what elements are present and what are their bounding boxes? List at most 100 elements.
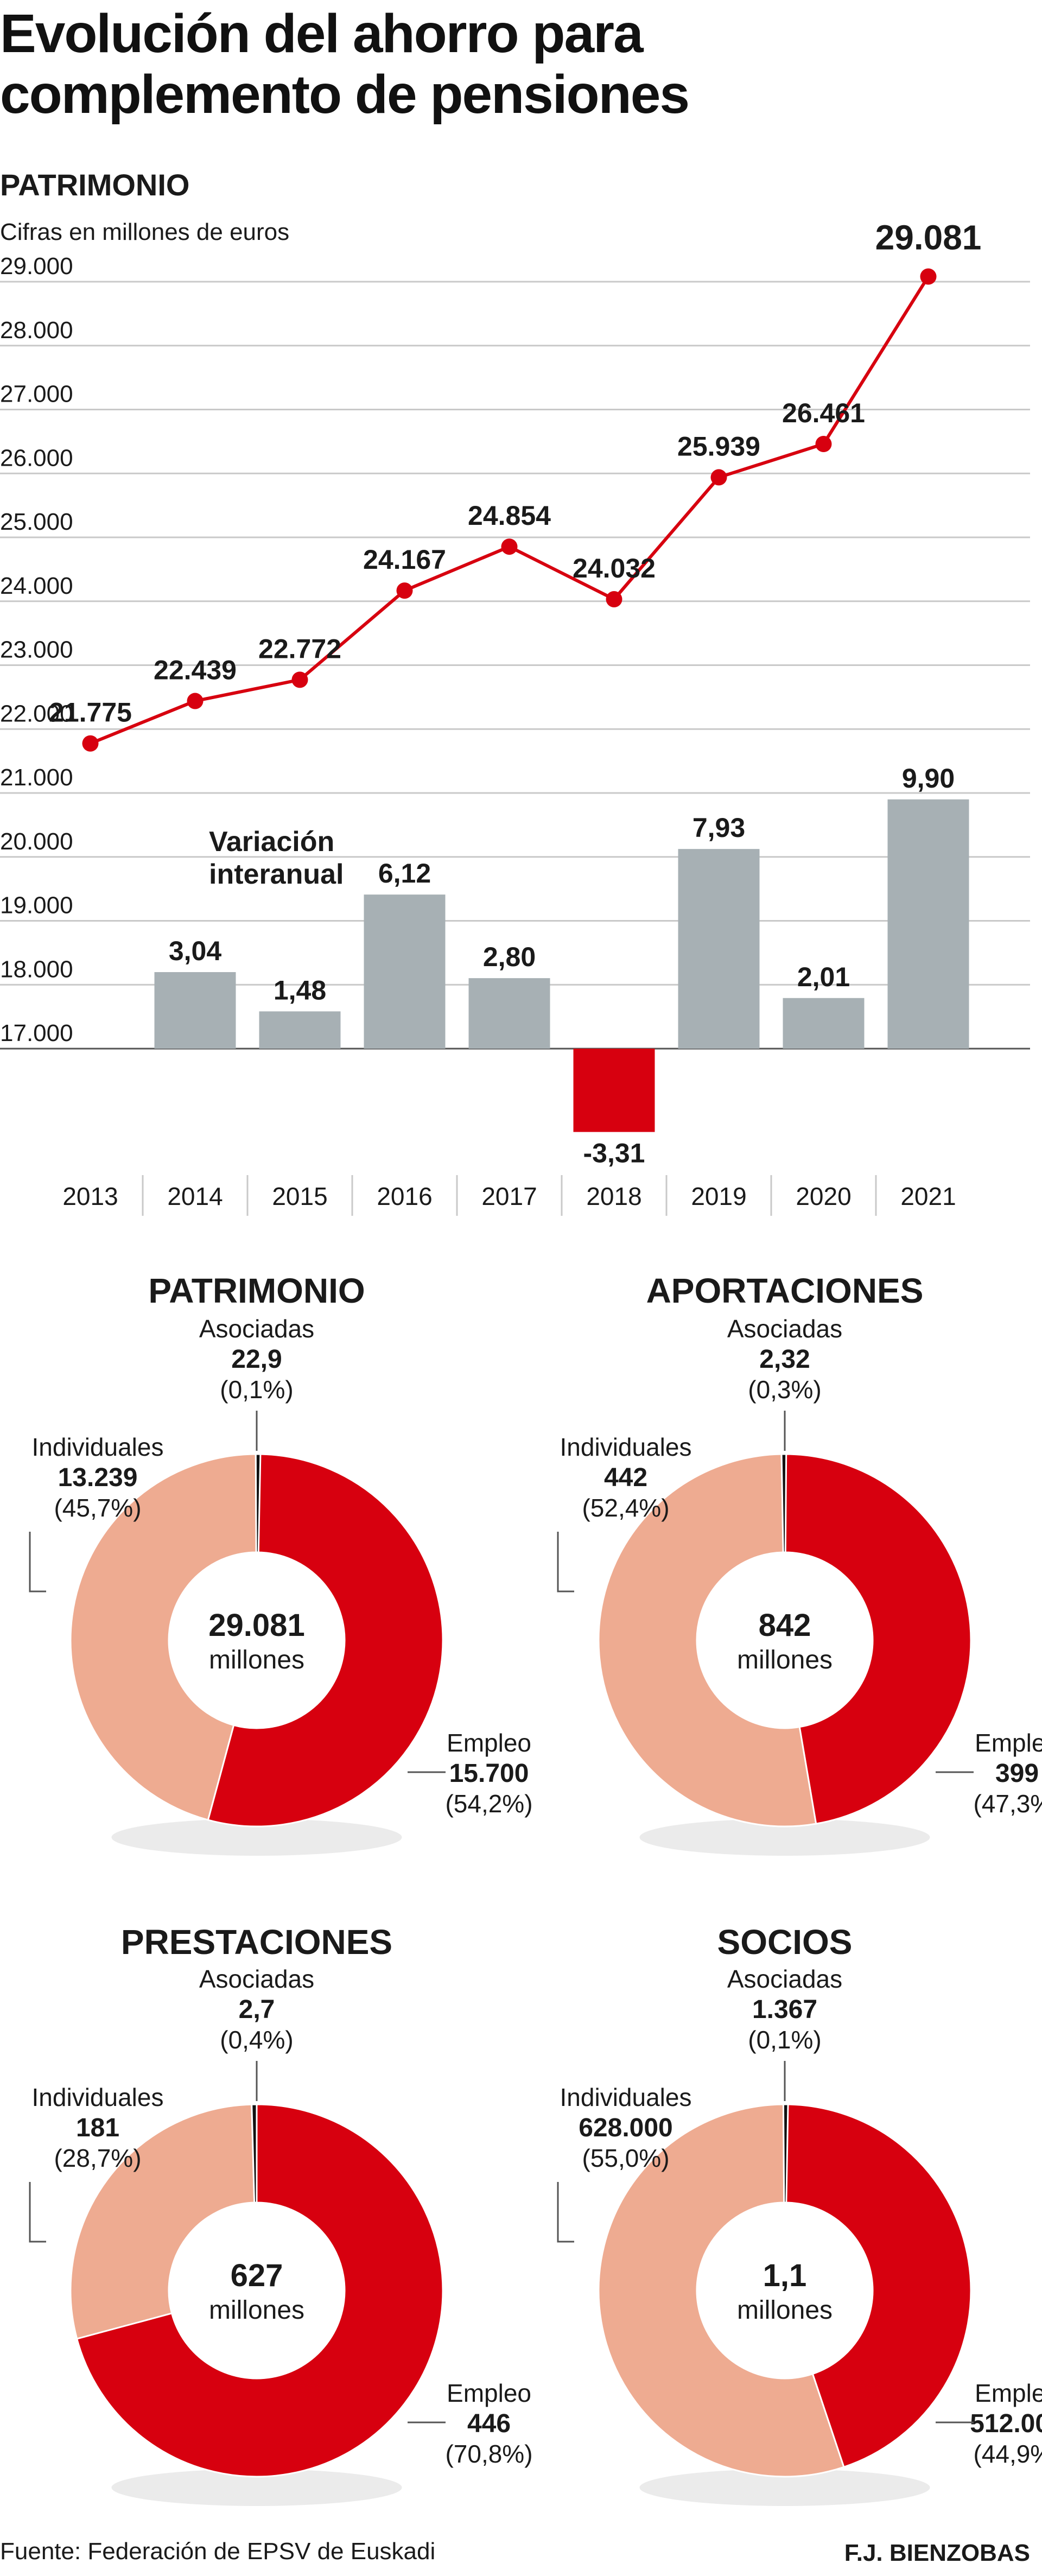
patrimonio-individuales-leader — [29, 1532, 46, 1592]
variation-label-2016: 6,12 — [378, 858, 431, 889]
patrimonio-individuales-name: Individuales — [32, 1433, 164, 1461]
point-label-2016: 24.167 — [363, 544, 446, 575]
x-tick-label: 2015 — [272, 1182, 327, 1210]
point-2014 — [187, 693, 204, 709]
aportaciones-center-value: 842 — [759, 1608, 811, 1643]
variation-bar-2020 — [783, 998, 865, 1049]
y-tick-label: 18.000 — [0, 956, 73, 982]
patrimonio-empleo-percent: (54,2%) — [445, 1790, 532, 1818]
socios-empleo-percent: (44,9%) — [973, 2440, 1042, 2468]
variation-label-2019: 7,93 — [692, 813, 745, 843]
patrimonio-empleo-name: Empleo — [447, 1729, 531, 1757]
socios-empleo-name: Empleo — [975, 2379, 1042, 2407]
aportaciones-individuales-leader — [557, 1532, 574, 1592]
aportaciones-slice-asociadas — [780, 1453, 787, 1553]
patrimonio-slice-individuales — [69, 1453, 257, 1821]
y-tick-label: 26.000 — [0, 445, 73, 471]
title-line-2: complemento de pensiones — [0, 64, 690, 125]
socios-empleo-value: 512.000 — [970, 2409, 1042, 2438]
patrimonio-individuales-value: 13.239 — [58, 1463, 138, 1492]
aportaciones-asociadas-name: Asociadas — [727, 1315, 842, 1343]
y-tick-label: 27.000 — [0, 381, 73, 408]
aportaciones-center-unit: millones — [737, 1646, 833, 1674]
aportaciones-donut-shadow — [639, 1819, 930, 1856]
prestaciones-donut-shadow — [111, 2469, 402, 2506]
prestaciones-asociadas-name: Asociadas — [199, 1965, 314, 1993]
y-tick-label: 19.000 — [0, 892, 73, 919]
variacion-title-line-1: Variación — [209, 826, 334, 858]
variation-label-2017: 2,80 — [483, 942, 536, 972]
point-label-2015: 22.772 — [258, 633, 341, 664]
prestaciones-individuales-name: Individuales — [32, 2083, 164, 2111]
point-label-2020: 26.461 — [782, 398, 865, 428]
point-2021 — [920, 268, 937, 285]
variation-bar-2018 — [573, 1049, 655, 1132]
variation-label-2015: 1,48 — [274, 975, 326, 1005]
point-2018 — [606, 591, 622, 607]
aportaciones-individuales-value: 442 — [604, 1463, 647, 1492]
aportaciones-slice-empleo — [784, 1453, 972, 1825]
socios-asociadas-percent: (0,1%) — [748, 2026, 821, 2054]
y-tick-label: 21.000 — [0, 764, 73, 791]
point-label-2017: 24.854 — [468, 500, 551, 531]
prestaciones-asociadas-percent: (0,4%) — [220, 2026, 293, 2054]
y-tick-label: 17.000 — [0, 1020, 73, 1046]
socios-slice-individuales — [598, 2103, 845, 2478]
socios-asociadas-value: 1.367 — [752, 1995, 817, 2024]
variation-label-2014: 3,04 — [169, 936, 222, 966]
point-label-2021: 29.081 — [875, 218, 982, 257]
aportaciones-empleo-name: Empleo — [975, 1729, 1042, 1757]
patrimonio-donut-title: PATRIMONIO — [148, 1271, 365, 1310]
x-tick-label: 2019 — [691, 1182, 746, 1210]
variation-label-2018: -3,31 — [583, 1138, 645, 1169]
point-label-2019: 25.939 — [677, 431, 760, 461]
prestaciones-asociadas-value: 2,7 — [239, 1995, 275, 2024]
socios-individuales-percent: (55,0%) — [582, 2144, 669, 2172]
source-note: Fuente: Federación de EPSV de Euskadi — [0, 2538, 435, 2565]
patrimonio-asociadas-value: 22,9 — [231, 1345, 282, 1374]
aportaciones-individuales-percent: (52,4%) — [582, 1494, 669, 1522]
variation-bar-2019 — [678, 849, 760, 1049]
prestaciones-slice-empleo — [75, 2103, 444, 2478]
patrimonio-donut-shadow — [111, 1819, 402, 1856]
title-line-1: Evolución del ahorro para — [0, 3, 644, 64]
credit: F.J. BIENZOBAS — [844, 2540, 1030, 2566]
patrimonio-empleo-value: 15.700 — [449, 1759, 529, 1788]
prestaciones-center-unit: millones — [209, 2296, 304, 2325]
point-2016 — [396, 582, 413, 599]
variation-bar-2021 — [887, 799, 969, 1049]
x-tick-label: 2021 — [900, 1182, 956, 1210]
patrimonio-center-unit: millones — [209, 1646, 304, 1674]
y-tick-label: 28.000 — [0, 317, 73, 344]
socios-slice-asociadas — [782, 2103, 789, 2204]
prestaciones-empleo-percent: (70,8%) — [445, 2440, 532, 2468]
variation-bar-2015 — [259, 1011, 341, 1049]
socios-donut-shadow — [639, 2469, 930, 2506]
patrimonio-chart-subtitle: Cifras en millones de euros — [0, 219, 289, 245]
point-2017 — [501, 538, 518, 555]
variation-bar-2016 — [364, 894, 446, 1049]
aportaciones-individuales-name: Individuales — [560, 1433, 692, 1461]
prestaciones-empleo-name: Empleo — [447, 2379, 531, 2407]
x-tick-label: 2018 — [586, 1182, 641, 1210]
patrimonio-slice-empleo — [207, 1453, 444, 1828]
aportaciones-asociadas-percent: (0,3%) — [748, 1375, 821, 1404]
prestaciones-donut-title: PRESTACIONES — [121, 1923, 392, 1962]
variation-label-2021: 9,90 — [902, 763, 955, 794]
patrimonio-slice-asociadas — [255, 1453, 262, 1553]
point-2019 — [710, 469, 727, 486]
y-tick-label: 22.000 — [0, 700, 73, 727]
aportaciones-empleo-value: 399 — [995, 1759, 1039, 1788]
aportaciones-empleo-percent: (47,3%) — [973, 1790, 1042, 1818]
socios-asociadas-name: Asociadas — [727, 1965, 842, 1993]
y-tick-label: 24.000 — [0, 573, 73, 599]
x-tick-label: 2020 — [796, 1182, 851, 1210]
socios-slice-empleo — [784, 2103, 972, 2469]
variation-bar-2014 — [154, 972, 236, 1049]
x-tick-label: 2014 — [167, 1182, 223, 1210]
socios-center-unit: millones — [737, 2296, 833, 2325]
patrimonio-chart-title: PATRIMONIO — [0, 168, 189, 202]
y-tick-label: 29.000 — [0, 253, 73, 280]
